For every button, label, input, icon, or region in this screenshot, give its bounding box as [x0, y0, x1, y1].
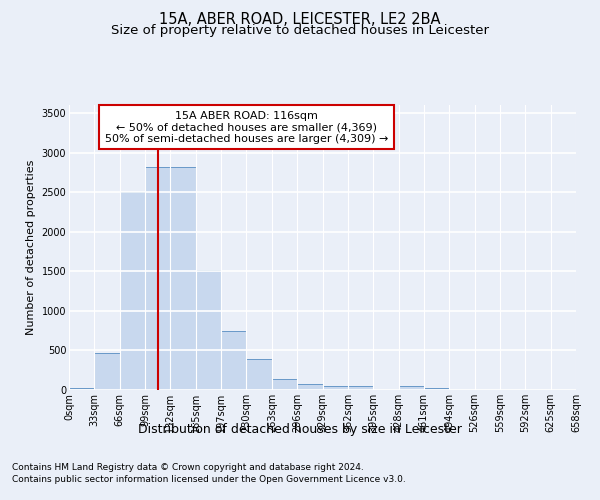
Text: Size of property relative to detached houses in Leicester: Size of property relative to detached ho… — [111, 24, 489, 37]
Bar — [348, 386, 373, 390]
Text: Contains public sector information licensed under the Open Government Licence v3: Contains public sector information licen… — [12, 475, 406, 484]
Bar — [94, 353, 119, 390]
Bar — [247, 359, 272, 390]
Bar — [145, 167, 170, 390]
Text: Contains HM Land Registry data © Crown copyright and database right 2024.: Contains HM Land Registry data © Crown c… — [12, 462, 364, 471]
Bar — [170, 167, 196, 390]
Bar — [424, 388, 449, 390]
Bar — [69, 388, 94, 390]
Bar — [196, 270, 221, 390]
Text: Distribution of detached houses by size in Leicester: Distribution of detached houses by size … — [138, 422, 462, 436]
Bar — [398, 386, 424, 390]
Bar — [272, 379, 297, 390]
Bar — [323, 386, 348, 390]
Bar — [221, 330, 247, 390]
Text: 15A ABER ROAD: 116sqm
← 50% of detached houses are smaller (4,369)
50% of semi-d: 15A ABER ROAD: 116sqm ← 50% of detached … — [105, 110, 388, 144]
Y-axis label: Number of detached properties: Number of detached properties — [26, 160, 36, 335]
Bar — [297, 384, 323, 390]
Text: 15A, ABER ROAD, LEICESTER, LE2 2BA: 15A, ABER ROAD, LEICESTER, LE2 2BA — [159, 12, 441, 28]
Bar — [120, 192, 145, 390]
